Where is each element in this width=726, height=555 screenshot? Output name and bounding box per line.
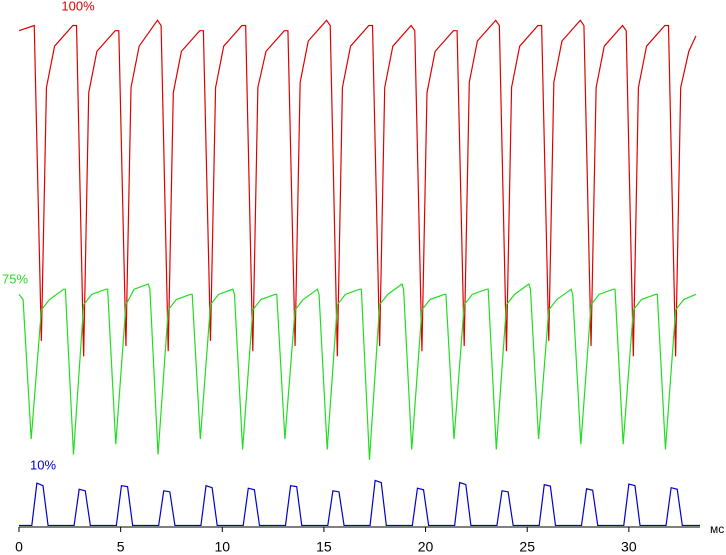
series-line <box>18 283 697 460</box>
series-label: 75% <box>2 271 28 286</box>
x-tick-label: 30 <box>621 539 637 555</box>
x-tick-label: 10 <box>214 539 230 555</box>
series-label: 10% <box>30 457 56 472</box>
x-tick-label: 5 <box>117 539 125 555</box>
x-tick-label: 25 <box>519 539 535 555</box>
x-axis-label: мс <box>710 522 724 536</box>
series-label: 100% <box>61 0 95 13</box>
x-tick-label: 20 <box>418 539 434 555</box>
series-line <box>19 479 700 527</box>
x-tick-label: 0 <box>15 539 23 555</box>
x-tick-label: 15 <box>316 539 332 555</box>
series-line <box>18 19 697 357</box>
